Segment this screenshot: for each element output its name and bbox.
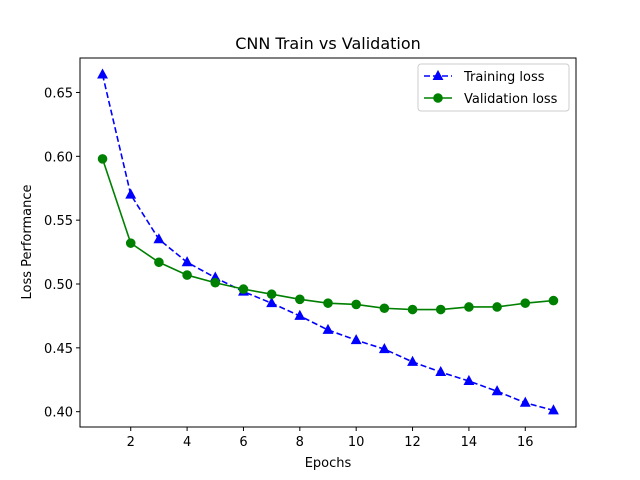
training-loss-point: [548, 404, 559, 415]
x-tick-label: 2: [127, 435, 135, 450]
y-tick-label: 0.55: [44, 214, 73, 229]
legend: Training loss Validation loss: [417, 63, 570, 112]
y-tick-label: 0.60: [44, 150, 73, 165]
x-tick-label: 8: [296, 435, 304, 450]
validation-loss-legend-label: Validation loss: [464, 92, 558, 107]
training-loss-point: [491, 385, 503, 396]
validation-loss-point: [182, 270, 192, 280]
x-tick-label: 12: [404, 435, 421, 450]
axes-frame: [79, 57, 577, 428]
legend-frame: [417, 63, 570, 112]
validation-loss-point: [548, 295, 559, 306]
validation-loss-point: [323, 298, 333, 308]
training-loss-point: [125, 188, 137, 199]
chart-title: CNN Train vs Validation: [235, 34, 421, 53]
validation-loss-point: [266, 289, 277, 300]
x-tick-label: 14: [461, 435, 478, 450]
training-loss-point: [378, 343, 390, 354]
training-loss-legend-label: Training loss: [463, 70, 545, 85]
training-loss-point: [435, 365, 447, 377]
plot-area: 2 4 6 8 10 12 14 16 0.40 0.45 0.50 0.55 0.60 0.65: [44, 57, 577, 450]
y-tick-label: 0.40: [44, 406, 73, 421]
training-loss-point: [153, 233, 165, 244]
validation-loss-legend-marker: [433, 93, 443, 103]
validation-loss-point: [238, 284, 249, 294]
validation-loss-point: [520, 298, 531, 308]
validation-loss-point: [210, 277, 221, 288]
validation-loss-point: [125, 238, 136, 248]
x-axis-label: Epochs: [305, 456, 352, 471]
training-loss-point: [266, 297, 278, 308]
validation-loss-point: [464, 302, 474, 312]
training-loss-point: [407, 355, 418, 366]
y-tick-label: 0.50: [44, 278, 73, 293]
training-loss-point: [463, 374, 475, 385]
validation-loss-point: [492, 302, 502, 312]
x-tick-label: 10: [348, 435, 365, 450]
x-tick-label: 4: [183, 435, 191, 450]
training-loss-line: [101, 74, 554, 412]
y-axis-label: Loss Performance: [20, 184, 35, 299]
x-tick-label: 6: [239, 435, 247, 450]
training-loss-point: [181, 256, 193, 267]
training-loss-point: [322, 323, 334, 334]
validation-loss-point: [379, 303, 390, 314]
y-tick-label: 0.45: [44, 342, 73, 357]
y-tick-label: 0.65: [44, 86, 73, 101]
x-tick-label: 16: [517, 435, 534, 450]
training-loss-point: [294, 309, 306, 320]
validation-loss-point: [351, 299, 361, 310]
validation-loss-point: [295, 294, 305, 305]
training-loss-legend-marker: [432, 69, 444, 80]
validation-loss-point: [154, 257, 164, 268]
training-loss-point: [97, 68, 108, 79]
training-loss-point: [519, 396, 531, 407]
validation-loss-line: [101, 158, 554, 311]
validation-loss-point: [407, 304, 418, 315]
validation-loss-point: [97, 154, 108, 164]
training-loss-point: [350, 334, 362, 345]
validation-loss-point: [435, 304, 446, 315]
